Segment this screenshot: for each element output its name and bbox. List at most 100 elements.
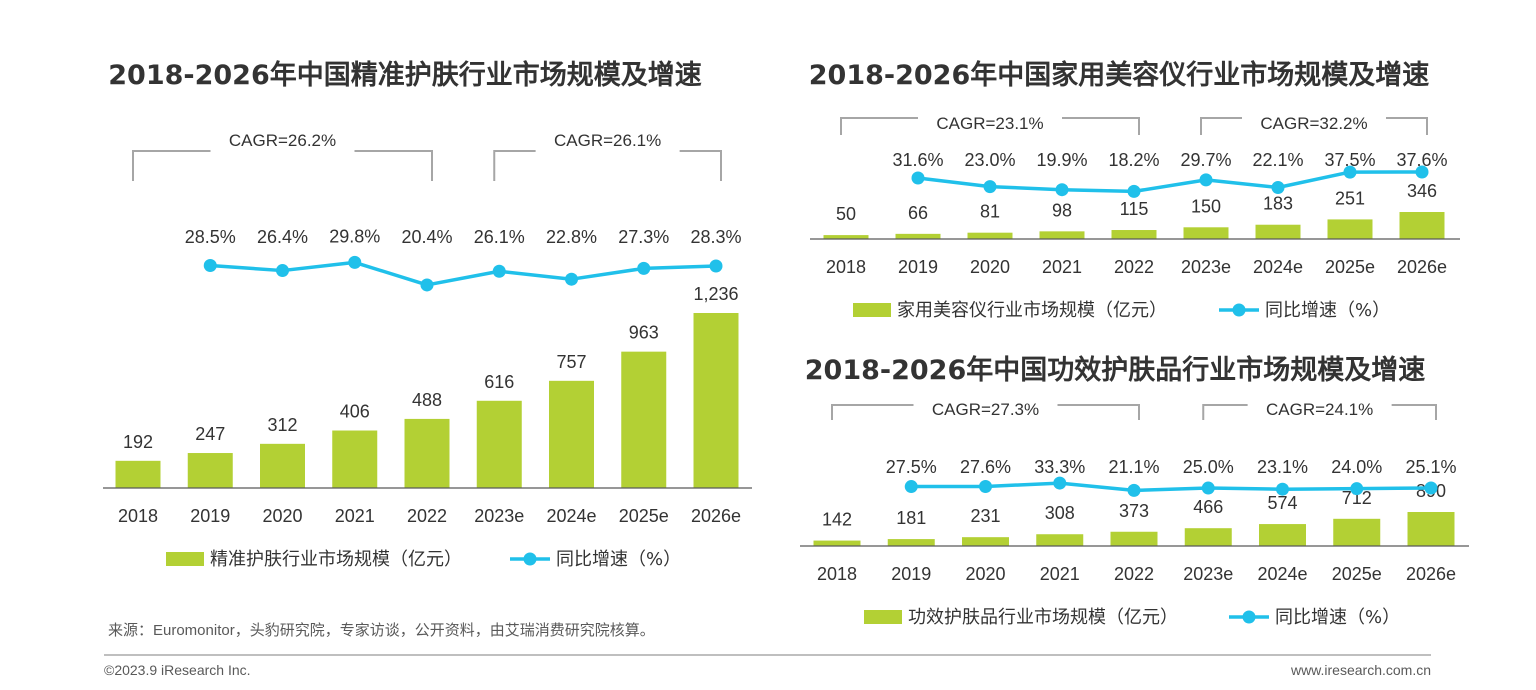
legend-line-label: 同比增速（%） (1275, 607, 1400, 628)
growth-point (492, 264, 506, 278)
growth-point (276, 264, 289, 278)
growth-point (420, 278, 434, 292)
x-tick-label: 2020 (970, 257, 1010, 277)
x-tick-label: 2019 (891, 564, 931, 584)
x-tick-label: 2025e (1325, 257, 1375, 277)
bar-value-label: 183 (1263, 194, 1293, 214)
x-tick-label: 2019 (190, 506, 230, 526)
growth-point (904, 480, 918, 494)
bar (1039, 231, 1085, 239)
growth-value-label: 31.6% (892, 150, 943, 170)
growth-line (210, 260, 717, 287)
bar-value-label: 251 (1335, 188, 1365, 208)
legend-line-marker (523, 552, 537, 566)
growth-value-label: 25.1% (1405, 457, 1456, 477)
x-tick-label: 2025e (619, 506, 669, 526)
cagr-bracket-left (1202, 404, 1248, 420)
bar-value-label: 66 (908, 203, 928, 223)
bar-value-label: 247 (195, 424, 225, 444)
bar (332, 430, 378, 488)
bar (1333, 518, 1381, 546)
bar (967, 232, 1013, 239)
cagr-bracket-left (831, 404, 914, 420)
growth-value-label: 24.0% (1331, 457, 1382, 477)
bar (115, 460, 161, 488)
growth-value-label: 23.0% (964, 150, 1015, 170)
bar (823, 235, 869, 239)
cagr-bracket-right (1391, 404, 1437, 420)
legend-bar-label: 精准护肤行业市场规模（亿元） (210, 549, 462, 570)
growth-value-label: 28.3% (690, 227, 741, 247)
bar-value-label: 574 (1267, 493, 1297, 513)
growth-value-label: 37.5% (1324, 150, 1375, 170)
bar-value-label: 312 (267, 415, 297, 435)
bar (1259, 524, 1306, 546)
cagr-label: CAGR=32.2% (1260, 114, 1367, 133)
chart-device: CAGR=23.1% CAGR=32.2% 50 2018 66 2019 81 2020 98… (810, 114, 1460, 321)
cagr-bracket-right (354, 150, 433, 181)
bar-value-label: 150 (1191, 196, 1221, 216)
growth-point (1276, 482, 1289, 496)
cagr-label: CAGR=26.2% (229, 131, 336, 150)
legend-bar-swatch (864, 610, 902, 624)
growth-value-label: 23.1% (1257, 457, 1308, 477)
legend-bar-swatch (853, 303, 891, 317)
x-tick-label: 2026e (1397, 257, 1447, 277)
x-tick-label: 2022 (1114, 257, 1154, 277)
bar-value-label: 308 (1045, 503, 1075, 523)
growth-point (983, 180, 997, 194)
cagr-bracket-right (679, 150, 722, 181)
x-tick-label: 2024e (1257, 564, 1307, 584)
cagr-bracket-left (493, 150, 536, 181)
bar (260, 443, 305, 488)
x-tick-label: 2020 (262, 506, 302, 526)
x-tick-label: 2021 (1040, 564, 1080, 584)
bar-value-label: 346 (1407, 181, 1437, 201)
bar-value-label: 757 (556, 352, 586, 372)
bar-value-label: 50 (836, 204, 856, 224)
bar-value-label: 963 (629, 323, 659, 343)
growth-value-label: 27.5% (886, 457, 937, 477)
growth-value-label: 27.6% (960, 457, 1011, 477)
bar-value-label: 81 (980, 202, 1000, 222)
x-tick-label: 2025e (1332, 564, 1382, 584)
website-link[interactable]: www.iresearch.com.cn (1290, 662, 1431, 678)
x-tick-label: 2023e (1181, 257, 1231, 277)
x-tick-label: 2024e (1253, 257, 1303, 277)
bar (476, 400, 522, 488)
x-tick-label: 2020 (965, 564, 1005, 584)
x-tick-label: 2018 (817, 564, 857, 584)
legend-bar-swatch (166, 552, 204, 566)
legend-line-marker (1242, 610, 1256, 624)
cagr-bracket-left (1200, 117, 1242, 135)
cagr-bracket-left (840, 117, 918, 135)
bar (621, 351, 667, 488)
cagr-bracket-right (1062, 117, 1140, 135)
bar (1399, 212, 1445, 239)
growth-value-label: 22.8% (546, 227, 597, 247)
bar (1111, 230, 1157, 239)
chart-title-efficacy: 2018-2026年中国功效护肤品行业市场规模及增速 (805, 354, 1426, 386)
growth-value-label: 29.8% (329, 226, 380, 246)
bar-value-label: 616 (484, 372, 514, 392)
growth-value-label: 18.2% (1108, 150, 1159, 170)
chart-precision: CAGR=26.2% CAGR=26.1% 192 2018 247 2019 312 202… (103, 131, 752, 570)
cagr-label: CAGR=27.3% (932, 400, 1039, 419)
x-tick-label: 2018 (118, 506, 158, 526)
x-tick-label: 2019 (898, 257, 938, 277)
growth-value-label: 22.1% (1252, 150, 1303, 170)
growth-point (1343, 165, 1357, 179)
x-tick-label: 2022 (1114, 564, 1154, 584)
growth-point (565, 272, 578, 286)
growth-value-label: 21.1% (1108, 457, 1159, 477)
growth-point (1127, 184, 1141, 198)
bar-value-label: 488 (412, 390, 442, 410)
growth-point (1350, 482, 1364, 496)
x-tick-label: 2018 (826, 257, 866, 277)
growth-point (637, 261, 651, 275)
growth-value-label: 25.0% (1183, 457, 1234, 477)
bar (1407, 512, 1455, 546)
growth-value-label: 26.1% (474, 227, 525, 247)
growth-point (203, 259, 217, 273)
chart-efficacy: CAGR=27.3% CAGR=24.1% 142 2018 181 2019 231 202… (800, 400, 1469, 628)
